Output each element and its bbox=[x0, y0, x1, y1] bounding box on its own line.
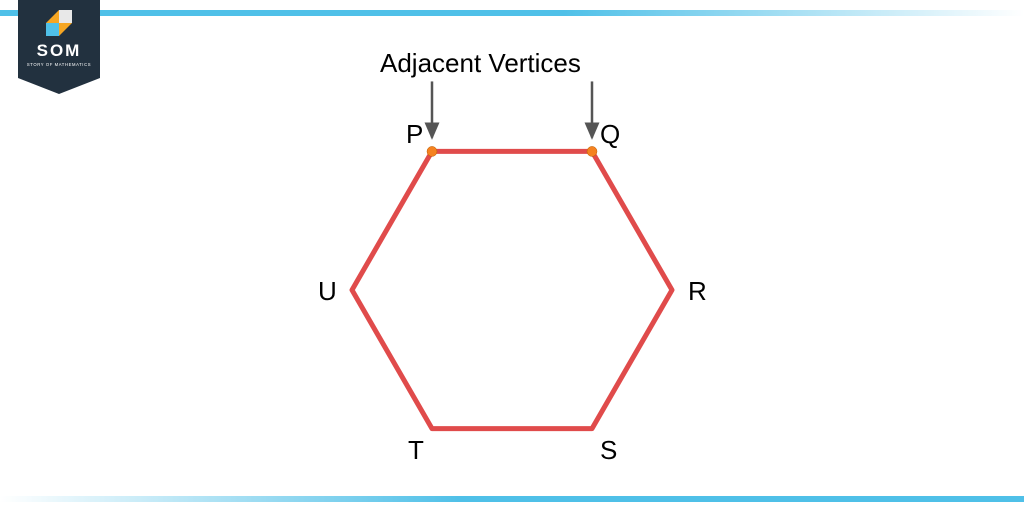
vertex-dot-p bbox=[427, 146, 437, 156]
hexagon-shape bbox=[352, 151, 672, 428]
vertex-label-u: U bbox=[318, 276, 337, 307]
vertex-label-r: R bbox=[688, 276, 707, 307]
vertex-dot-q bbox=[587, 146, 597, 156]
hexagon-diagram bbox=[0, 0, 1024, 512]
vertex-label-t: T bbox=[408, 435, 424, 466]
vertex-label-q: Q bbox=[600, 119, 620, 150]
vertex-label-p: P bbox=[406, 119, 423, 150]
vertex-label-s: S bbox=[600, 435, 617, 466]
